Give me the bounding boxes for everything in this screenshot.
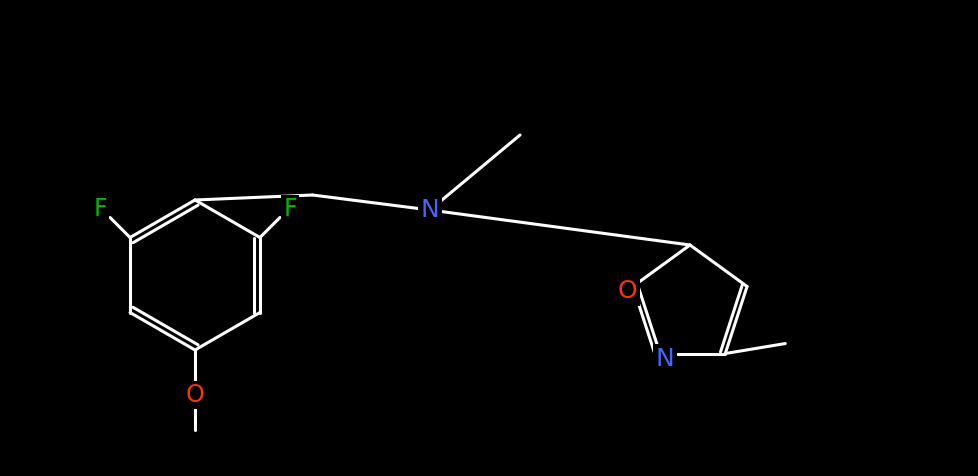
Text: F: F: [93, 198, 107, 221]
Text: O: O: [186, 383, 204, 407]
Text: F: F: [283, 198, 296, 221]
Text: N: N: [421, 198, 439, 222]
Text: O: O: [617, 279, 637, 304]
Text: N: N: [654, 347, 674, 370]
